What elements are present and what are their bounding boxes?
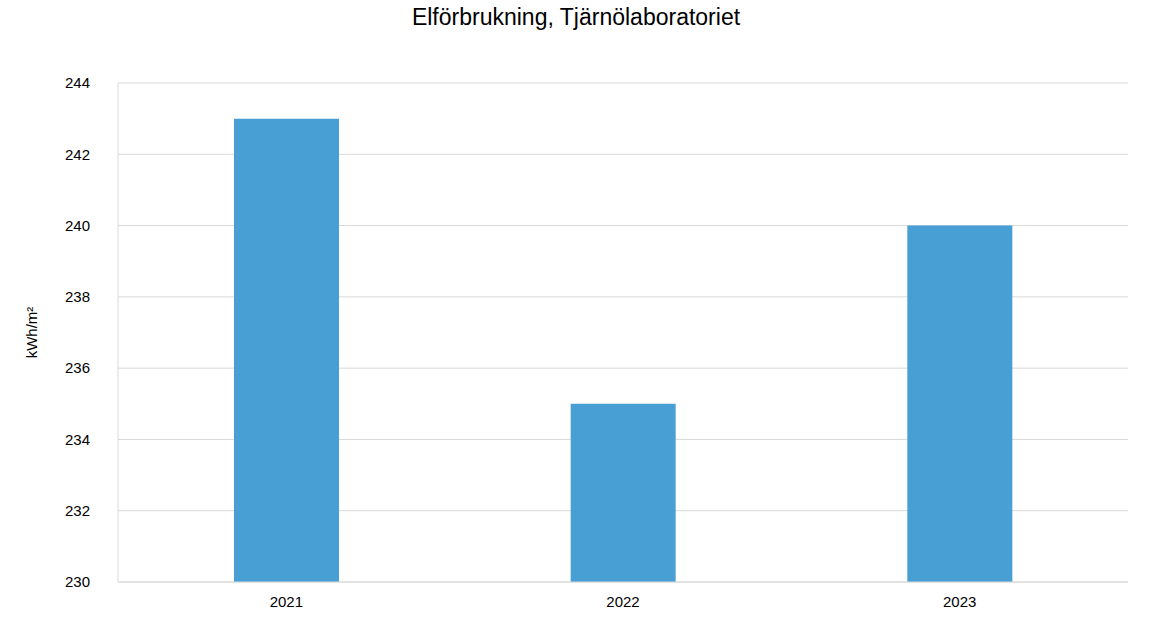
svg-text:2021: 2021 xyxy=(270,593,303,610)
svg-text:240: 240 xyxy=(65,217,90,234)
svg-text:230: 230 xyxy=(65,573,90,590)
html-text:Elförbrukning, Tjärnölaborator: Elförbrukning, Tjärnölaboratoriet xyxy=(411,4,741,30)
svg-text:2023: 2023 xyxy=(943,593,976,610)
svg-text:238: 238 xyxy=(65,288,90,305)
svg-text:kWh/m²: kWh/m² xyxy=(23,307,40,359)
svg-text:236: 236 xyxy=(65,359,90,376)
svg-text:242: 242 xyxy=(65,146,90,163)
svg-text:2022: 2022 xyxy=(606,593,639,610)
svg-text:244: 244 xyxy=(65,74,90,91)
svg-text:234: 234 xyxy=(65,431,90,448)
svg-text:232: 232 xyxy=(65,502,90,519)
